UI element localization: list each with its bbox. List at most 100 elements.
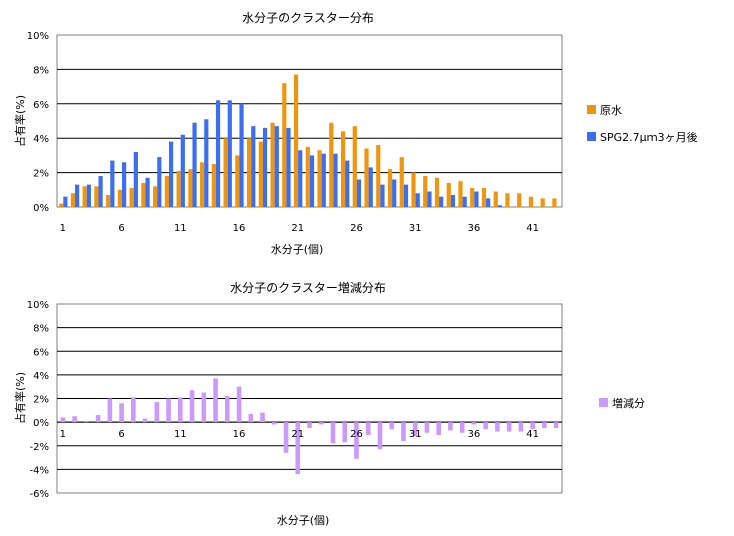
bar-spg-15 <box>227 100 232 207</box>
bar-spg-2 <box>75 184 80 207</box>
y-tick-label: 6% <box>33 100 49 111</box>
x-axis-label: 水分子(個) <box>271 243 324 256</box>
x-tick-label: 26 <box>350 223 363 234</box>
bar-raw-water-25 <box>340 131 346 207</box>
bar-spg-6 <box>121 162 127 207</box>
bar-spg-4 <box>98 176 103 207</box>
bar-spg-32 <box>427 191 432 207</box>
bar-change-20 <box>283 422 289 453</box>
y-tick-label: 8% <box>33 65 49 76</box>
bar-spg-12 <box>192 122 197 207</box>
bar-change-35 <box>459 422 465 433</box>
bar-raw-water-1 <box>59 203 64 207</box>
bar-raw-water-34 <box>446 182 451 207</box>
bar-change-39 <box>506 422 512 432</box>
legend-label-raw-water: 原水 <box>600 104 622 117</box>
bar-spg-33 <box>439 196 444 207</box>
bar-raw-water-32 <box>423 176 428 207</box>
bar-change-10 <box>166 398 171 423</box>
bar-spg-1 <box>63 196 68 207</box>
bar-change-3 <box>84 420 89 423</box>
bar-spg-19 <box>274 126 279 207</box>
bar-change-1 <box>60 417 66 423</box>
bar-raw-water-36 <box>470 188 475 207</box>
bar-raw-water-13 <box>200 162 205 207</box>
y-tick-label: 10% <box>27 300 49 311</box>
bar-raw-water-30 <box>399 157 404 207</box>
bar-change-2 <box>72 416 77 423</box>
x-tick-label: 36 <box>468 429 481 440</box>
bar-raw-water-8 <box>141 182 146 207</box>
chart-title: 水分子のクラスター分布 <box>242 11 374 25</box>
bar-change-18 <box>260 412 265 423</box>
bar-raw-water-43 <box>552 198 557 207</box>
bar-spg-28 <box>380 184 385 207</box>
bar-spg-10 <box>168 141 174 207</box>
bar-spg-31 <box>415 193 420 207</box>
bar-change-37 <box>483 422 488 430</box>
bar-raw-water-27 <box>364 148 369 207</box>
y-tick-label: 6% <box>33 347 49 358</box>
bar-spg-9 <box>157 157 162 207</box>
bar-raw-water-37 <box>481 188 487 207</box>
bar-spg-8 <box>145 177 150 207</box>
legend-swatch-change <box>599 398 608 407</box>
x-tick-label: 21 <box>291 429 304 440</box>
bar-change-42 <box>542 422 547 429</box>
legend-label-change: 増減分 <box>612 396 645 410</box>
x-tick-label: 16 <box>233 223 246 234</box>
bar-raw-water-19 <box>270 122 275 207</box>
bar-change-6 <box>119 403 124 423</box>
bar-spg-17 <box>251 126 256 207</box>
bar-raw-water-3 <box>82 186 87 207</box>
bar-spg-24 <box>333 153 338 207</box>
bar-spg-16 <box>239 103 244 207</box>
x-tick-label: 16 <box>233 429 246 440</box>
bar-raw-water-24 <box>329 122 334 207</box>
bar-raw-water-31 <box>411 172 416 207</box>
bar-spg-36 <box>474 191 479 207</box>
y-tick-label: -4% <box>30 465 49 476</box>
legend: 増減分 <box>599 396 645 410</box>
bar-raw-water-26 <box>352 126 357 207</box>
x-tick-label: 11 <box>174 429 187 440</box>
y-tick-label: -6% <box>30 489 49 500</box>
x-tick-label: 31 <box>409 429 422 440</box>
x-tick-label: 41 <box>526 429 539 440</box>
bar-raw-water-12 <box>188 169 193 207</box>
bar-spg-11 <box>180 134 185 207</box>
legend-label-spg: SPG2.7μｍ3ヶ月後 <box>600 130 698 144</box>
bar-change-40 <box>518 422 524 432</box>
x-tick-label: 41 <box>526 223 539 234</box>
bar-change-27 <box>365 422 371 436</box>
x-tick-label: 1 <box>60 429 66 440</box>
bar-raw-water-10 <box>164 176 169 207</box>
y-tick-label: 8% <box>33 324 49 335</box>
bar-raw-water-9 <box>153 186 158 207</box>
bar-change-12 <box>189 390 195 423</box>
bar-change-11 <box>178 397 183 423</box>
bar-spg-27 <box>368 167 373 207</box>
bar-spg-34 <box>450 194 456 207</box>
bar-raw-water-28 <box>376 145 381 207</box>
bar-raw-water-33 <box>434 177 440 207</box>
bar-change-5 <box>107 398 113 423</box>
bar-change-41 <box>530 422 535 430</box>
bar-change-22 <box>307 422 312 429</box>
bar-spg-14 <box>215 100 221 207</box>
bar-change-13 <box>201 392 207 423</box>
bar-spg-22 <box>309 155 315 207</box>
bar-raw-water-21 <box>293 74 299 207</box>
x-tick-label: 31 <box>409 223 422 234</box>
x-tick-label: 11 <box>174 223 187 234</box>
bar-spg-7 <box>133 151 138 207</box>
bar-spg-29 <box>392 179 397 207</box>
bar-change-16 <box>236 386 242 423</box>
bar-change-28 <box>377 422 383 450</box>
bar-raw-water-38 <box>493 191 498 207</box>
x-tick-label: 36 <box>468 223 481 234</box>
bar-raw-water-16 <box>235 155 240 207</box>
bar-change-30 <box>401 422 406 442</box>
bar-change-29 <box>389 422 395 430</box>
